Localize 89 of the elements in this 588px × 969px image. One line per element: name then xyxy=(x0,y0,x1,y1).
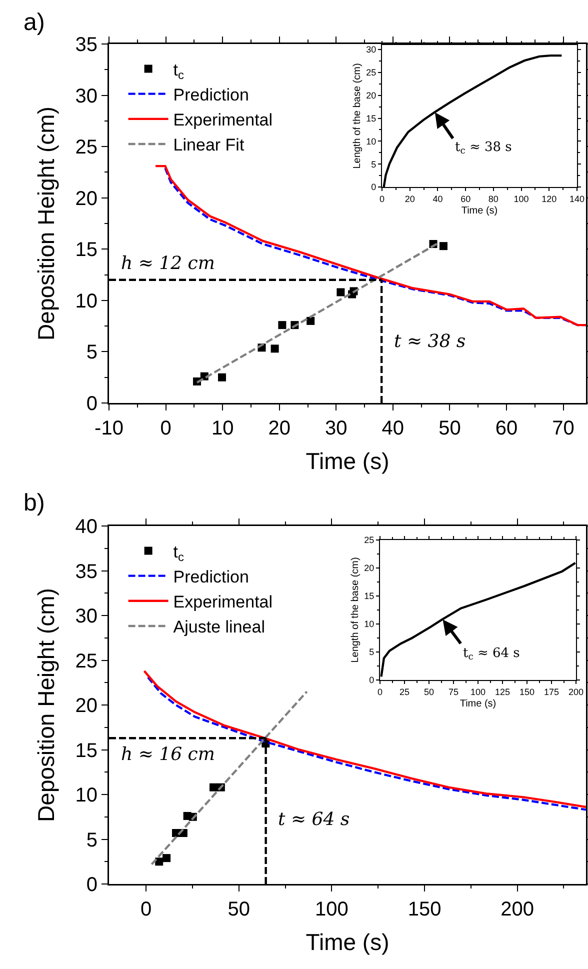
point xyxy=(209,783,218,792)
y-tick-label: 0 xyxy=(86,393,98,415)
y-axis-title: Deposition Height (cm) xyxy=(32,588,59,822)
y-tick-label: 35 xyxy=(75,560,98,583)
x-tick-label: 125 xyxy=(494,686,510,697)
point xyxy=(306,316,315,325)
x-tick-label: 70 xyxy=(552,418,574,440)
y-tick-label: 25 xyxy=(75,136,98,159)
x-tick-label: 120 xyxy=(542,194,557,204)
y-tick-label: 25 xyxy=(364,535,374,546)
legend-label: Experimental xyxy=(173,110,273,130)
x-tick-label: 25 xyxy=(399,686,410,697)
y-tick-label: 15 xyxy=(364,591,374,602)
x-tick-label: 140 xyxy=(569,194,585,204)
y-tick-label: 15 xyxy=(75,740,98,762)
legend-label: Experimental xyxy=(173,592,273,612)
x-tick-label: 50 xyxy=(438,418,461,440)
x-tick-label: 20 xyxy=(404,194,415,204)
point xyxy=(336,288,345,296)
y-tick-label: 35 xyxy=(75,34,98,56)
y-tick-label: 25 xyxy=(366,68,376,78)
x-axis-title: Time (s) xyxy=(460,698,496,710)
x-axis-title: Time (s) xyxy=(306,448,390,474)
y-tick-label: 20 xyxy=(366,90,376,101)
y-tick-label: 5 xyxy=(369,647,374,658)
x-tick-label: 175 xyxy=(544,686,560,697)
y-tick-label: 0 xyxy=(371,182,376,192)
x-tick-label: 200 xyxy=(568,686,584,697)
x-tick-label: 0 xyxy=(379,194,385,204)
x-tick-label: 0 xyxy=(140,898,152,920)
ref-line-label: t ≈ 38 s xyxy=(394,331,466,352)
legend-label: Linear Fit xyxy=(173,136,244,155)
y-tick-label: 5 xyxy=(86,829,98,852)
x-tick-label: 10 xyxy=(211,418,234,440)
x-tick-label: 60 xyxy=(460,194,471,204)
x-tick-label: 100 xyxy=(315,898,348,920)
legend-label: t$_{c}$ xyxy=(173,542,184,564)
annotation: t$_{c}$ ≈ 38 s xyxy=(455,140,512,157)
x-tick-label: 30 xyxy=(325,418,348,440)
point xyxy=(218,373,226,382)
x-tick-label: 0 xyxy=(160,418,172,440)
x-tick-label: 40 xyxy=(432,194,443,204)
point xyxy=(439,242,448,250)
legend-label: Prediction xyxy=(173,85,249,104)
y-tick-label: 5 xyxy=(86,342,98,364)
y-axis-title: Length of the base (cm) xyxy=(350,557,362,663)
y-axis-title: Deposition Height (cm) xyxy=(32,106,59,340)
x-tick-label: 80 xyxy=(488,194,498,204)
ref-line-label: h ≈ 16 cm xyxy=(121,744,215,765)
y-tick-label: 20 xyxy=(364,563,374,574)
point xyxy=(278,321,286,330)
legend-label: Ajuste lineal xyxy=(173,618,265,637)
x-tick-label: -10 xyxy=(94,418,124,440)
x-tick-label: 150 xyxy=(408,898,442,920)
y-tick-label: 15 xyxy=(366,113,376,124)
y-axis-title: Length of the base (cm) xyxy=(352,63,364,169)
x-tick-label: 75 xyxy=(448,686,459,697)
x-tick-label: 200 xyxy=(500,898,534,920)
y-tick-label: 30 xyxy=(75,606,98,628)
x-tick-label: 100 xyxy=(514,194,529,204)
x-tick-label: 60 xyxy=(495,418,518,440)
y-tick-label: 0 xyxy=(86,874,98,896)
x-tick-label: 100 xyxy=(470,686,486,697)
x-tick-label: 50 xyxy=(424,686,434,697)
ref-line-label: t ≈ 64 s xyxy=(278,809,350,830)
x-tick-label: 150 xyxy=(519,686,535,697)
y-tick-label: 10 xyxy=(366,136,376,146)
y-tick-label: 15 xyxy=(75,239,98,262)
chart-title: a) xyxy=(24,9,45,36)
y-tick-label: 10 xyxy=(75,290,98,312)
annotation: t$_{c}$ ≈ 64 s xyxy=(463,646,520,663)
y-tick-label: 30 xyxy=(366,44,376,55)
point xyxy=(162,854,171,862)
y-tick-label: 25 xyxy=(75,650,98,672)
y-tick-label: 0 xyxy=(369,675,374,686)
y-tick-label: 10 xyxy=(364,619,374,630)
point xyxy=(270,344,279,353)
y-tick-label: 10 xyxy=(75,784,98,806)
x-tick-label: 20 xyxy=(268,418,290,440)
x-axis-title: Time (s) xyxy=(461,205,498,216)
legend-label: Prediction xyxy=(173,567,249,586)
chart-title: b) xyxy=(24,489,45,516)
legend-label: t$_{c}$ xyxy=(173,60,184,82)
y-tick-label: 30 xyxy=(75,85,98,108)
y-tick-label: 5 xyxy=(371,159,376,170)
x-axis-title: Time (s) xyxy=(306,928,390,955)
x-tick-label: 50 xyxy=(228,898,250,920)
y-tick-label: 40 xyxy=(75,516,98,538)
ref-line-label: h ≈ 12 cm xyxy=(121,253,215,274)
